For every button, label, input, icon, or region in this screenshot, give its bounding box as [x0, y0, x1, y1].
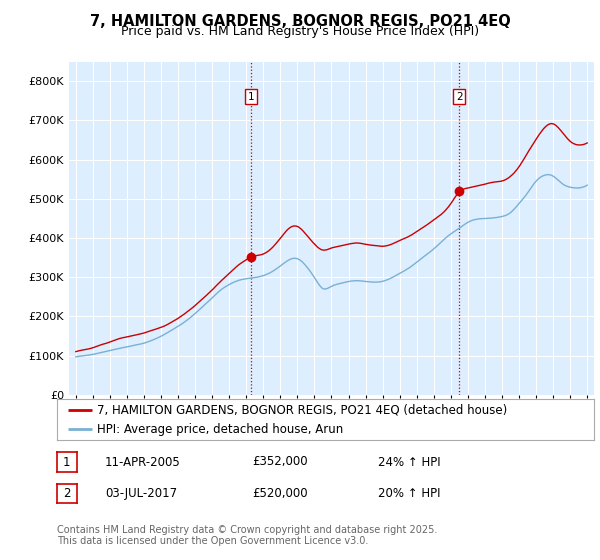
- Text: Contains HM Land Registry data © Crown copyright and database right 2025.
This d: Contains HM Land Registry data © Crown c…: [57, 525, 437, 547]
- Text: HPI: Average price, detached house, Arun: HPI: Average price, detached house, Arun: [97, 423, 344, 436]
- Text: £520,000: £520,000: [252, 487, 308, 501]
- Text: 03-JUL-2017: 03-JUL-2017: [105, 487, 177, 501]
- Text: £352,000: £352,000: [252, 455, 308, 469]
- Text: 1: 1: [248, 92, 254, 102]
- Text: 1: 1: [63, 455, 71, 469]
- Text: 2: 2: [63, 487, 71, 501]
- Text: 11-APR-2005: 11-APR-2005: [105, 455, 181, 469]
- Text: 20% ↑ HPI: 20% ↑ HPI: [378, 487, 440, 501]
- Text: 7, HAMILTON GARDENS, BOGNOR REGIS, PO21 4EQ (detached house): 7, HAMILTON GARDENS, BOGNOR REGIS, PO21 …: [97, 403, 508, 416]
- Text: 7, HAMILTON GARDENS, BOGNOR REGIS, PO21 4EQ: 7, HAMILTON GARDENS, BOGNOR REGIS, PO21 …: [89, 14, 511, 29]
- Text: 2: 2: [456, 92, 463, 102]
- Text: 24% ↑ HPI: 24% ↑ HPI: [378, 455, 440, 469]
- Text: Price paid vs. HM Land Registry's House Price Index (HPI): Price paid vs. HM Land Registry's House …: [121, 25, 479, 38]
